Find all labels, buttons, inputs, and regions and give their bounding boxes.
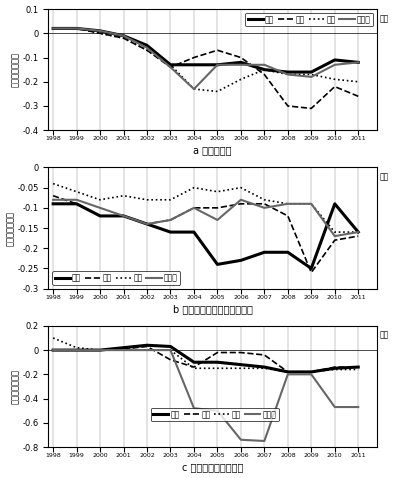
Legend: 全国, 辽宁, 吉林, 黑龙江: 全国, 辽宁, 吉林, 黑龙江	[151, 408, 279, 422]
Text: 年份: 年份	[379, 14, 388, 23]
Legend: 全国, 辽宁, 吉林, 黑龙江: 全国, 辽宁, 吉林, 黑龙江	[52, 271, 180, 285]
Text: 年份: 年份	[379, 331, 388, 340]
Text: 年份: 年份	[379, 172, 388, 181]
Y-axis label: 价値链地位指数: 价値链地位指数	[6, 210, 15, 246]
Y-axis label: 价値链地位指数: 价値链地位指数	[11, 52, 20, 87]
X-axis label: b 电气、电子及光学设备产业: b 电气、电子及光学设备产业	[173, 304, 253, 314]
Legend: 全国, 辽宁, 吉林, 黑龙江: 全国, 辽宁, 吉林, 黑龙江	[245, 13, 373, 26]
X-axis label: a 机械制造业: a 机械制造业	[193, 146, 232, 156]
X-axis label: c 交通运输设备制造业: c 交通运输设备制造业	[182, 462, 243, 472]
Y-axis label: 价値链地位指数: 价値链地位指数	[11, 369, 20, 404]
